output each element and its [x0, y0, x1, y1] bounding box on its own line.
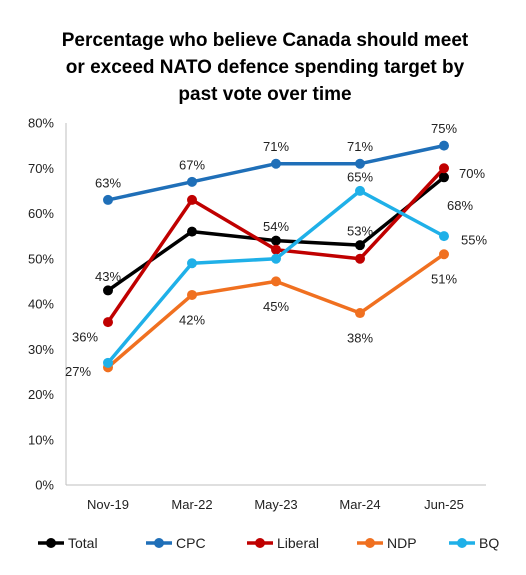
data-point-bq [271, 253, 281, 264]
data-label-cpc: 67% [179, 157, 205, 172]
data-label-liberal: 36% [72, 330, 98, 345]
data-label-total: 68% [447, 198, 473, 213]
y-tick-label: 0% [35, 478, 54, 493]
data-point-cpc [271, 158, 281, 169]
data-label-bq: 55% [461, 233, 487, 248]
x-tick-label: Jun-25 [424, 497, 464, 512]
legend-label: BQ [479, 535, 499, 551]
data-point-bq [439, 231, 449, 242]
data-label-cpc: 63% [95, 175, 121, 190]
data-point-ndp [271, 276, 281, 287]
legend-swatch-marker [154, 538, 164, 548]
data-point-ndp [187, 289, 197, 300]
data-point-total [103, 285, 113, 296]
legend-swatch-marker [46, 538, 56, 548]
data-label-liberal: 70% [459, 166, 485, 181]
x-axis-ticks: Nov-19 Mar-22 May-23 Mar-24 Jun-25 [87, 497, 464, 512]
y-tick-label: 20% [28, 387, 54, 402]
data-point-liberal [103, 317, 113, 328]
data-point-total [271, 235, 281, 246]
data-labels: 43% 54% 53% 68% 63% 67% 71% 71% 75% 36% 70% 27% 42% 4… [65, 121, 487, 379]
y-tick-label: 40% [28, 297, 54, 312]
x-tick-label: May-23 [254, 497, 297, 512]
data-point-bq [103, 357, 113, 368]
chart-title-line-2: or exceed NATO defence spending target b… [66, 57, 465, 78]
series-points [103, 140, 449, 373]
data-point-bq [355, 185, 365, 196]
data-point-total [439, 172, 449, 183]
data-label-ndp: 38% [347, 331, 373, 346]
data-point-total [355, 240, 365, 251]
data-point-liberal [439, 163, 449, 174]
legend-swatch-marker [365, 538, 375, 548]
chart-title-line-1: Percentage who believe Canada should mee… [62, 30, 469, 51]
data-label-cpc: 75% [431, 121, 457, 136]
data-label-ndp: 45% [263, 299, 289, 314]
x-tick-label: Mar-22 [171, 497, 212, 512]
legend-swatch-marker [255, 538, 265, 548]
legend-label: CPC [176, 535, 206, 551]
data-point-liberal [187, 194, 197, 205]
data-label-cpc: 71% [263, 139, 289, 154]
data-point-cpc [103, 194, 113, 205]
data-point-bq [187, 258, 197, 269]
y-tick-label: 30% [28, 342, 54, 357]
y-axis-ticks: 0% 10% 20% 30% 40% 50% 60% 70% 80% [28, 116, 54, 493]
legend-item-liberal: Liberal [247, 535, 319, 551]
legend-item-total: Total [38, 535, 98, 551]
data-point-liberal [355, 253, 365, 264]
data-label-ndp: 27% [65, 364, 91, 379]
data-point-ndp [439, 249, 449, 260]
legend-label: Liberal [277, 535, 319, 551]
data-label-ndp: 42% [179, 312, 205, 327]
data-point-liberal [271, 244, 281, 255]
chart-title-line-3: past vote over time [178, 84, 351, 105]
data-point-cpc [355, 158, 365, 169]
y-tick-label: 50% [28, 251, 54, 266]
y-tick-label: 80% [28, 116, 54, 131]
data-label-total: 54% [263, 219, 289, 234]
data-point-cpc [439, 140, 449, 151]
axes [65, 123, 486, 486]
data-label-bq: 65% [347, 169, 373, 184]
data-point-ndp [355, 308, 365, 319]
legend: Total CPC Liberal NDP BQ [38, 535, 499, 551]
data-point-total [187, 226, 197, 237]
x-tick-label: Mar-24 [339, 497, 380, 512]
y-tick-label: 70% [28, 161, 54, 176]
legend-item-bq: BQ [449, 535, 499, 551]
y-tick-label: 10% [28, 432, 54, 447]
data-point-cpc [187, 176, 197, 187]
legend-label: Total [68, 535, 98, 551]
legend-label: NDP [387, 535, 417, 551]
legend-swatch-marker [457, 538, 467, 548]
chart-title: Percentage who believe Canada should mee… [62, 30, 469, 105]
legend-item-ndp: NDP [357, 535, 417, 551]
legend-item-cpc: CPC [146, 535, 206, 551]
data-label-total: 43% [95, 269, 121, 284]
y-tick-label: 60% [28, 206, 54, 221]
x-tick-label: Nov-19 [87, 497, 129, 512]
data-label-cpc: 71% [347, 139, 373, 154]
data-label-ndp: 51% [431, 272, 457, 287]
data-label-total: 53% [347, 224, 373, 239]
